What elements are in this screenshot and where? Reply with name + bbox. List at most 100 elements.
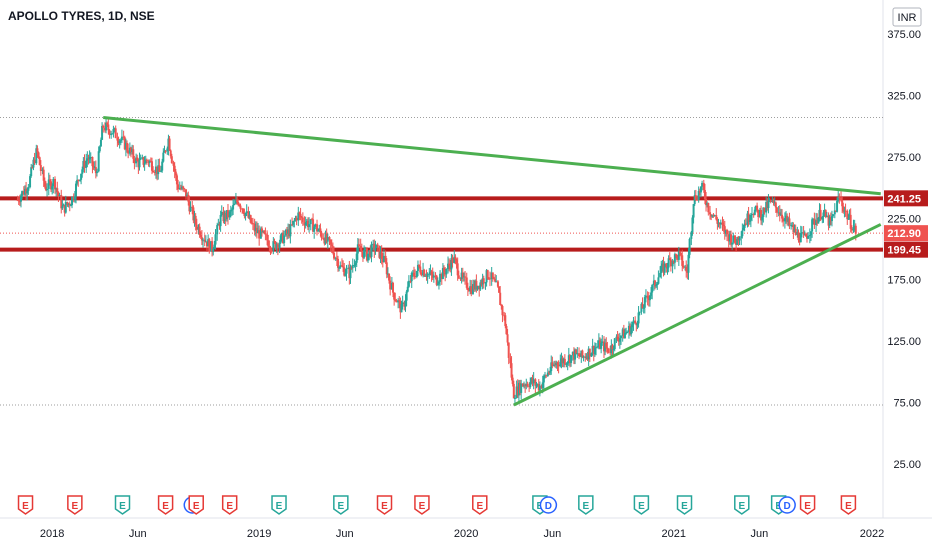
candle-body-497 (636, 323, 639, 326)
candle-body-78 (113, 128, 116, 130)
candle-body-214 (283, 235, 286, 243)
candle-body-394 (507, 342, 510, 358)
candle-body-460 (590, 353, 593, 357)
candle-body-516 (660, 265, 663, 274)
candle-body-326 (423, 270, 426, 277)
candle-body-554 (707, 203, 710, 213)
candle-body-542 (692, 204, 695, 218)
x-tick-label: 2022 (860, 528, 884, 540)
candle-body-517 (661, 263, 664, 266)
candle-body-300 (390, 282, 393, 290)
candle-body-381 (491, 272, 494, 279)
candle-body-116 (161, 161, 164, 171)
candle-body-440 (565, 363, 568, 365)
candle-body-154 (208, 239, 211, 252)
candle-body-544 (694, 195, 697, 200)
candle-body-573 (731, 242, 734, 245)
candle-body-72 (106, 122, 109, 125)
candle-body-84 (120, 136, 123, 141)
candle-body-609 (775, 207, 778, 213)
candle-body-65 (97, 151, 100, 172)
candle-body-23 (44, 186, 47, 191)
candle-body-610 (777, 212, 780, 214)
candle-body-199 (264, 233, 267, 235)
candle-body-305 (397, 300, 400, 303)
candle-body-655 (833, 210, 836, 215)
candle-body-1 (17, 199, 20, 202)
candle-body-399 (513, 398, 516, 400)
candle-body-579 (738, 237, 741, 241)
x-tick-label: Jun (750, 528, 768, 540)
candle-body-149 (202, 239, 205, 241)
candle-body-668 (849, 214, 852, 229)
candle-body-213 (281, 233, 284, 243)
candle-body-46 (73, 196, 76, 200)
y-tick-label: 375.00 (887, 29, 921, 41)
x-tick-label: 2020 (454, 528, 478, 540)
candle-body-463 (593, 348, 596, 355)
candle-body-533 (681, 255, 684, 266)
candle-body-161 (217, 224, 220, 226)
candle-body-518 (662, 263, 665, 273)
candle-body-17 (37, 152, 40, 158)
candle-body-401 (516, 386, 519, 396)
candle-body-96 (136, 157, 139, 161)
candle-body-307 (399, 301, 402, 313)
candle-body-593 (756, 205, 759, 210)
event-label-8: E (338, 501, 345, 512)
candle-body-218 (288, 229, 291, 237)
candle-body-121 (167, 138, 170, 149)
candle-body-9 (27, 187, 30, 191)
candle-body-568 (724, 229, 727, 234)
candle-body-467 (599, 340, 602, 349)
candle-body-437 (561, 358, 564, 364)
candle-body-257 (337, 258, 340, 268)
candle-body-136 (186, 194, 189, 197)
candle-body-157 (212, 248, 215, 252)
candle-body-512 (655, 285, 658, 287)
candle-body-416 (535, 384, 538, 386)
candle-body-607 (773, 202, 776, 204)
candle-body-567 (723, 226, 726, 234)
candle-body-22 (43, 180, 46, 187)
candle-body-284 (370, 244, 373, 257)
candle-body-21 (42, 169, 45, 181)
candle-body-368 (475, 280, 478, 290)
candle-body-481 (616, 336, 619, 340)
candle-body-163 (219, 214, 222, 227)
candle-body-301 (392, 282, 395, 293)
event-label-6: E (226, 501, 233, 512)
candle-body-621 (791, 225, 794, 227)
candle-body-117 (162, 152, 165, 162)
candle-body-83 (119, 140, 122, 142)
x-tick-label: Jun (336, 528, 354, 540)
candle-body-6 (23, 188, 26, 195)
candle-body-354 (457, 275, 460, 279)
candle-body-251 (329, 239, 332, 245)
candle-body-165 (222, 211, 225, 222)
price-label-last: 212.90 (887, 228, 921, 240)
candle-body-236 (310, 219, 313, 221)
candle-body-498 (637, 312, 640, 324)
candle-body-231 (304, 222, 307, 226)
candle-body-598 (762, 207, 765, 217)
candle-body-41 (67, 203, 70, 205)
candle-body-111 (154, 166, 157, 173)
candle-body-247 (324, 233, 327, 244)
candle-body-265 (347, 267, 350, 269)
candle-body-550 (702, 182, 705, 190)
candle-body-77 (112, 129, 115, 134)
candle-body-2 (18, 201, 21, 203)
candle-body-144 (195, 224, 198, 230)
candle-body-376 (485, 270, 488, 283)
earnings-icon (271, 495, 287, 515)
candle-body-590 (752, 214, 755, 216)
candle-body-667 (848, 214, 851, 219)
candle-body-314 (407, 280, 410, 287)
candle-body-299 (389, 280, 392, 290)
candle-body-619 (788, 218, 791, 226)
candle-body-592 (754, 205, 757, 210)
candle-body-164 (220, 211, 223, 215)
currency-label: INR (898, 12, 917, 24)
event-label-9: E (381, 501, 388, 512)
